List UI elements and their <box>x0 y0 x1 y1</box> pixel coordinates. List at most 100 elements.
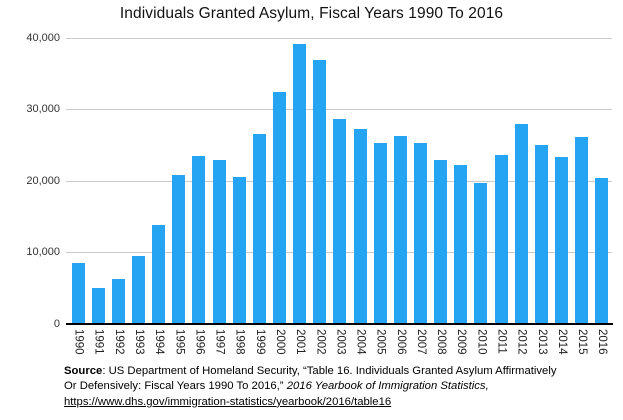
bar-cell <box>169 38 189 324</box>
bar-1994 <box>152 225 166 324</box>
x-tick-label: 1997 <box>213 329 226 355</box>
x-label-cell: 1995 <box>169 329 189 371</box>
source-label: Source <box>64 365 103 377</box>
bar-2006 <box>393 135 407 324</box>
x-label-cell: 2010 <box>471 329 491 371</box>
source-note: Source: US Department of Homeland Securi… <box>64 364 616 410</box>
x-label-cell: 2000 <box>269 329 289 371</box>
x-tick-label: 2006 <box>394 329 407 355</box>
bar-cell <box>128 38 148 324</box>
x-label-cell: 1990 <box>68 329 88 371</box>
x-label-cell: 2007 <box>410 329 430 371</box>
bar-1997 <box>212 160 226 324</box>
bar-2011 <box>494 154 508 324</box>
x-tick-label: 2005 <box>374 329 387 355</box>
x-label-cell: 1992 <box>108 329 128 371</box>
x-tick-label: 1994 <box>153 329 166 355</box>
bar-1992 <box>111 278 125 324</box>
bar-cell <box>189 38 209 324</box>
bar-cell <box>431 38 451 324</box>
x-label-cell: 1999 <box>249 329 269 371</box>
bar-cell <box>592 38 612 324</box>
gridline-40000 <box>66 37 612 39</box>
bar-cell <box>572 38 592 324</box>
bar-2010 <box>474 182 488 324</box>
bar-cell <box>451 38 471 324</box>
chart-title: Individuals Granted Asylum, Fiscal Years… <box>119 5 504 22</box>
bar-1995 <box>172 174 186 324</box>
bar-1999 <box>252 134 266 324</box>
x-label-cell: 1998 <box>229 329 249 371</box>
bar-cell <box>410 38 430 324</box>
x-axis-line <box>66 323 613 325</box>
x-label-cell: 2011 <box>491 329 511 371</box>
x-label-cell: 2012 <box>511 329 531 371</box>
x-tick-label: 2009 <box>455 329 468 355</box>
x-label-cell: 1993 <box>128 329 148 371</box>
source-line-2-text: Or Defensively: Fiscal Years 1990 To 201… <box>64 380 287 393</box>
x-tick-label: 1992 <box>112 329 125 355</box>
bar-cell <box>108 38 128 324</box>
x-tick-label: 2010 <box>475 329 488 355</box>
bar-cell <box>149 38 169 324</box>
x-label-cell: 2014 <box>551 329 571 371</box>
bar-cell <box>290 38 310 324</box>
x-label-cell: 2001 <box>290 329 310 371</box>
x-tick-label: 2013 <box>535 329 548 355</box>
bar-cell <box>551 38 571 324</box>
x-label-cell: 2002 <box>310 329 330 371</box>
source-line-2: Or Defensively: Fiscal Years 1990 To 201… <box>64 379 616 394</box>
bar-cell <box>88 38 108 324</box>
bar-cell <box>491 38 511 324</box>
x-tick-label: 1996 <box>193 329 206 355</box>
bar-1991 <box>91 288 105 324</box>
bar-cell <box>471 38 491 324</box>
x-tick-label: 1995 <box>173 329 186 355</box>
bar-cell <box>68 38 88 324</box>
bar-cell <box>350 38 370 324</box>
y-tick-label: 40,000 <box>26 31 60 44</box>
bar-cell <box>330 38 350 324</box>
bar-2001 <box>293 44 307 324</box>
bar-cell <box>249 38 269 324</box>
x-tick-label: 2004 <box>354 329 367 355</box>
bar-2012 <box>514 123 528 324</box>
bar-2015 <box>575 137 589 324</box>
x-tick-label: 2003 <box>334 329 347 355</box>
bar-2008 <box>434 160 448 324</box>
bar-cell <box>209 38 229 324</box>
bar-2016 <box>595 177 609 324</box>
x-label-cell: 2006 <box>390 329 410 371</box>
x-label-cell: 1991 <box>88 329 108 371</box>
bar-2014 <box>554 156 568 324</box>
x-label-cell: 2003 <box>330 329 350 371</box>
plot-area <box>66 37 612 324</box>
x-label-cell: 1996 <box>189 329 209 371</box>
bar-cell <box>229 38 249 324</box>
x-label-cell: 2016 <box>592 329 612 371</box>
x-tick-label: 1993 <box>132 329 145 355</box>
x-label-cell: 2013 <box>531 329 551 371</box>
x-tick-label: 1998 <box>233 329 246 355</box>
x-tick-label: 1990 <box>72 329 85 355</box>
y-tick-label: 0 <box>53 317 60 330</box>
source-line-1: Source: US Department of Homeland Securi… <box>64 364 616 379</box>
x-label-cell: 2008 <box>431 329 451 371</box>
bar-2005 <box>373 143 387 324</box>
x-tick-label: 2012 <box>515 329 528 355</box>
x-tick-label: 2016 <box>596 329 609 355</box>
source-line-3: https://www.dhs.gov/immigration-statisti… <box>64 395 616 410</box>
bar-cell <box>370 38 390 324</box>
bar-cell <box>310 38 330 324</box>
bar-cell <box>390 38 410 324</box>
bar-2003 <box>333 118 347 324</box>
source-line-1-text: : US Department of Homeland Security, “T… <box>102 365 557 377</box>
bar-1996 <box>192 155 206 324</box>
x-tick-label: 2015 <box>576 329 589 355</box>
y-tick-label: 10,000 <box>26 246 60 258</box>
bars-row <box>68 38 612 324</box>
bar-2007 <box>413 143 427 324</box>
x-label-cell: 1994 <box>149 329 169 371</box>
bar-cell <box>511 38 531 324</box>
source-link[interactable]: https://www.dhs.gov/immigration-statisti… <box>64 395 392 408</box>
